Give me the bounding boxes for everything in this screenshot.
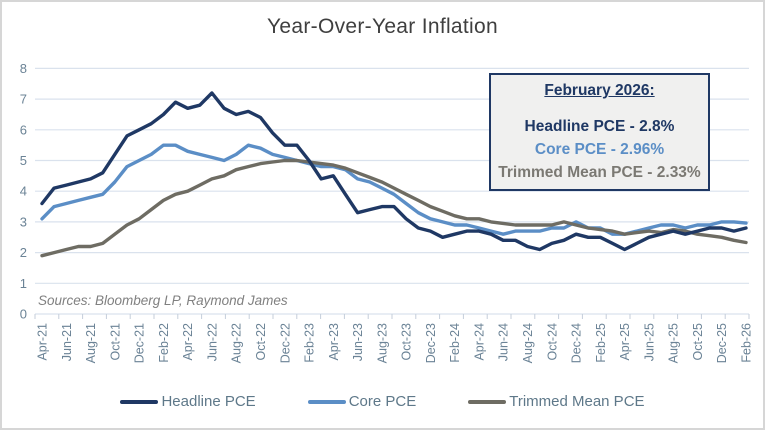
legend-swatch-headline-pce — [120, 399, 159, 404]
forecast-callout-box: February 2026: Headline PCE - 2.8% Core … — [489, 73, 710, 191]
x-axis-tick-label: Oct-23 — [400, 323, 414, 361]
x-axis-tick-label: Jun-22 — [205, 323, 219, 361]
x-axis-tick-label: Oct-24 — [545, 323, 559, 361]
x-axis-tick-label: Feb-23 — [303, 323, 317, 363]
x-axis-tick-label: Apr-25 — [618, 323, 632, 361]
y-axis-tick-label: 5 — [20, 153, 27, 168]
legend-label-trimmed-mean-pce: Trimmed Mean PCE — [509, 393, 645, 410]
x-axis-tick-label: Jun-23 — [351, 323, 365, 361]
x-axis-tick-label: Feb-26 — [740, 323, 754, 363]
legend-label-core-pce: Core PCE — [348, 393, 417, 410]
x-axis-tick-label: Feb-22 — [157, 323, 171, 363]
x-axis-tick-label: Aug-23 — [375, 323, 389, 363]
x-axis-tick-label: Oct-22 — [254, 323, 268, 361]
y-axis-tick-label: 0 — [20, 307, 27, 322]
y-axis-tick-label: 1 — [20, 276, 27, 291]
x-axis-tick-label: Feb-24 — [448, 323, 462, 363]
x-axis-tick-label: Apr-24 — [472, 323, 486, 361]
chart-title: Year-Over-Year Inflation — [267, 15, 498, 38]
callout-line-core-pce: Core PCE - 2.96% — [534, 141, 665, 158]
y-axis-tick-label: 3 — [20, 214, 27, 229]
x-axis-tick-label: Apr-23 — [327, 323, 341, 361]
x-axis-tick-label: Dec-24 — [570, 323, 584, 363]
source-note: Sources: Bloomberg LP, Raymond James — [38, 293, 288, 308]
legend-item-headline-pce: Headline PCE — [120, 393, 256, 410]
y-axis-tick-label: 7 — [20, 92, 27, 107]
series-line-headline-pce — [40, 91, 748, 252]
x-axis-tick-label: Oct-21 — [108, 323, 122, 361]
x-axis-tick-label: Oct-25 — [691, 323, 705, 361]
x-axis-tick-label: Jun-21 — [60, 323, 74, 361]
x-axis-tick-label: Aug-24 — [521, 323, 535, 363]
x-axis-tick-label: Feb-25 — [594, 323, 608, 363]
x-axis-tick-label: Apr-22 — [181, 323, 195, 361]
callout-title: February 2026: — [544, 82, 655, 99]
x-axis-tick-label: Dec-21 — [133, 323, 147, 363]
y-axis-tick-label: 8 — [20, 61, 27, 76]
chart-legend: Headline PCE Core PCE Trimmed Mean PCE — [2, 393, 763, 410]
x-axis-tick-label: Dec-22 — [278, 323, 292, 363]
legend-item-core-pce: Core PCE — [307, 393, 417, 410]
legend-swatch-trimmed-mean-pce — [468, 399, 507, 404]
y-axis-tick-label: 4 — [20, 184, 27, 199]
x-axis-tick-label: Aug-22 — [230, 323, 244, 363]
callout-line-headline-pce: Headline PCE - 2.8% — [524, 118, 675, 135]
legend-swatch-core-pce — [307, 399, 346, 404]
legend-label-headline-pce: Headline PCE — [161, 393, 256, 410]
callout-line-trimmed-mean-pce: Trimmed Mean PCE - 2.33% — [498, 164, 701, 181]
y-axis-tick-label: 6 — [20, 122, 27, 137]
series-line-trimmed-mean-pce — [40, 158, 748, 258]
x-axis-tick-label: Jun-25 — [642, 323, 656, 361]
x-axis-tick-label: Dec-23 — [424, 323, 438, 363]
x-axis-tick-label: Dec-25 — [715, 323, 729, 363]
y-axis-tick-label: 2 — [20, 245, 27, 260]
x-axis-tick-label: Aug-21 — [84, 323, 98, 363]
x-axis-tick-label: Apr-21 — [36, 323, 50, 361]
x-axis-tick-label: Aug-25 — [667, 323, 681, 363]
x-axis-tick-label: Jun-24 — [497, 323, 511, 361]
legend-item-trimmed-mean-pce: Trimmed Mean PCE — [468, 393, 645, 410]
